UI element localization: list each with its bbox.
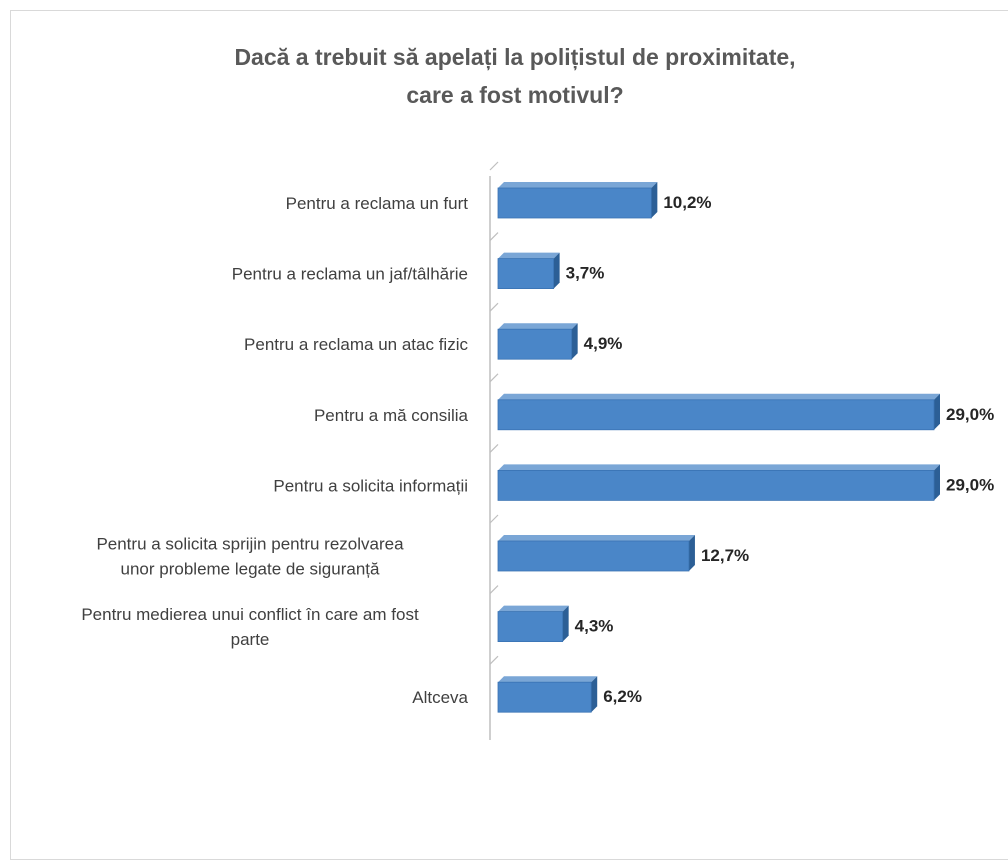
bar-top-face: [498, 393, 940, 400]
bar: [497, 187, 652, 219]
category-label: parte: [231, 630, 270, 649]
bar-top-face: [498, 182, 658, 188]
category-label: Pentru medierea unui conflict în care am…: [81, 605, 419, 624]
axis-tick: [489, 585, 499, 595]
bar: [497, 611, 564, 642]
category-label: Pentru a reclama un furt: [286, 194, 469, 213]
bar-side-face: [591, 676, 598, 713]
data-label: 29,0%: [946, 475, 994, 494]
data-label: 10,2%: [663, 193, 711, 212]
axis-tick: [489, 161, 499, 171]
data-label: 12,7%: [701, 546, 749, 565]
bar-side-face: [688, 535, 695, 571]
bar-top-face: [498, 535, 695, 541]
bar: [497, 328, 573, 360]
bar-top-face: [498, 676, 598, 683]
bar-side-face: [571, 323, 578, 360]
bar-side-face: [934, 464, 940, 501]
category-label: Pentru a mă consilia: [314, 406, 469, 425]
bar-top-face: [498, 252, 560, 259]
bar: [497, 399, 935, 431]
bar: [497, 681, 592, 713]
bar-side-face: [562, 605, 569, 642]
data-label: 29,0%: [946, 405, 994, 424]
chart-frame: [10, 10, 1008, 860]
bar-side-face: [553, 252, 560, 289]
data-label: 4,3%: [575, 617, 614, 636]
category-label: Pentru a reclama un jaf/tâlhărie: [232, 265, 468, 284]
data-label: 3,7%: [566, 264, 605, 283]
data-label: 4,9%: [584, 334, 623, 353]
chart-title: Dacă a trebuit să apelați la polițistul …: [234, 44, 796, 108]
axis-tick: [489, 443, 499, 453]
bar: [497, 469, 935, 501]
category-label: Pentru a reclama un atac fizic: [244, 335, 468, 354]
bar: [497, 258, 555, 290]
category-label: Pentru a solicita sprijin pentru rezolva…: [96, 535, 404, 554]
category-label: unor probleme legate de siguranță: [121, 560, 380, 579]
bar-side-face: [651, 182, 658, 218]
axis-tick: [489, 655, 499, 665]
bar-top-face: [498, 605, 569, 612]
bar-side-face: [934, 393, 940, 430]
bar-top-face: [498, 323, 578, 330]
axis-tick: [489, 232, 499, 242]
bar-top-face: [498, 464, 940, 471]
axis-tick: [489, 302, 499, 312]
category-label: Altceva: [412, 688, 468, 707]
axis-tick: [489, 514, 499, 524]
bar: [497, 540, 690, 572]
axis-tick: [489, 373, 499, 383]
data-label: 6,2%: [603, 687, 642, 706]
category-label: Pentru a solicita informații: [273, 476, 468, 495]
